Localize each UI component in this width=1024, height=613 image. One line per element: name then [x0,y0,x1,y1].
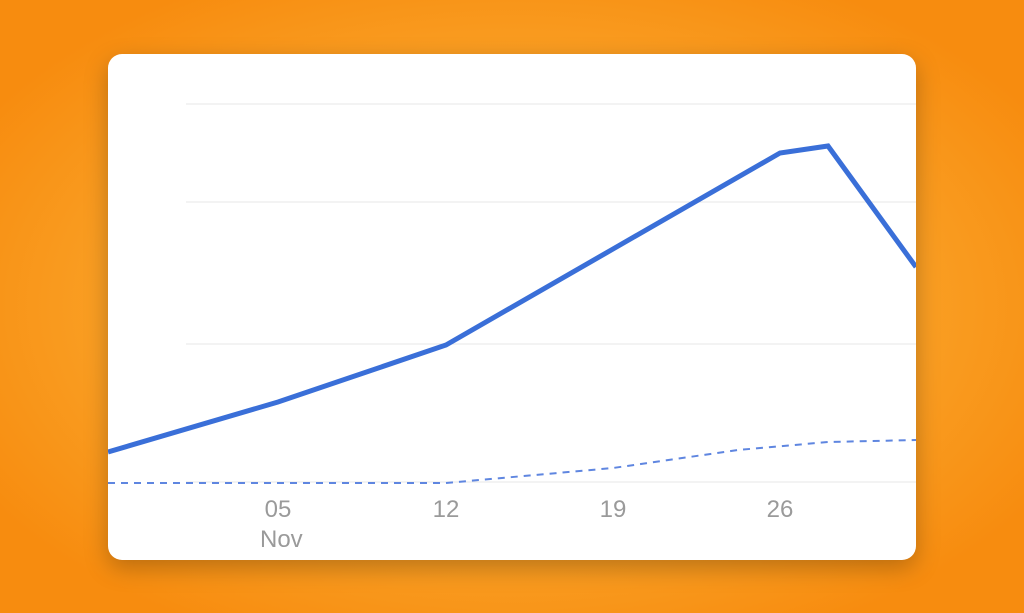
line-chart: 05 12 19 26 Nov [108,54,916,560]
x-tick-label: 05 [265,495,292,522]
x-tick-label: 19 [600,495,627,522]
x-month-label: Nov [260,525,303,552]
chart-card: 05 12 19 26 Nov [108,54,916,560]
series-primary [108,146,916,452]
series-secondary [108,440,916,483]
x-tick-label: 12 [433,495,460,522]
page-background: 05 12 19 26 Nov [0,0,1024,613]
x-tick-label: 26 [767,495,794,522]
